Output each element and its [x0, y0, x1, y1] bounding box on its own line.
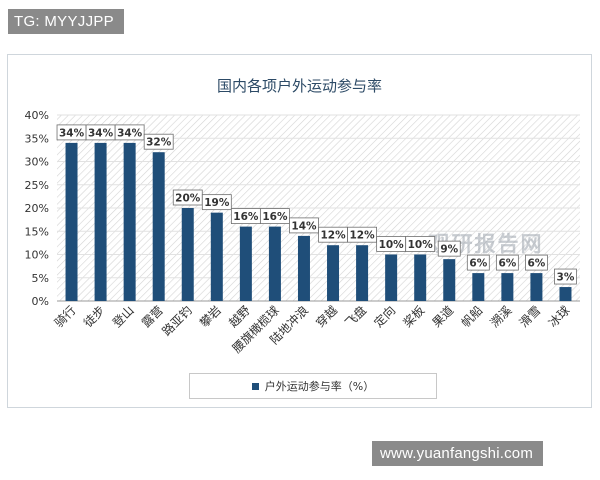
x-category-label: 徒步: [81, 303, 108, 330]
data-label: 12%: [350, 230, 376, 242]
data-label: 16%: [262, 211, 288, 223]
bar: [414, 254, 427, 301]
x-category-label: 帆船: [458, 303, 486, 331]
bar: [181, 208, 194, 301]
y-tick-label: 25%: [25, 179, 49, 192]
data-label: 16%: [233, 211, 259, 223]
chart-title: 国内各项户外运动参与率: [216, 77, 382, 95]
data-label-box: [289, 217, 319, 234]
chart-panel: 0% 5% 10% 15% 20% 25% 30% 35% 40% 观研报告网 34% 34% 34…: [7, 54, 592, 408]
bar: [94, 142, 107, 301]
data-label: 6%: [528, 258, 546, 270]
x-category-label: 攀岩: [196, 303, 224, 331]
data-label: 32%: [146, 137, 172, 149]
x-category-label: 飞盘: [342, 303, 370, 331]
x-category-label: 果道: [429, 303, 456, 330]
x-category-label: 溯溪: [487, 303, 515, 331]
y-tick-label: 15%: [25, 225, 49, 238]
bar: [443, 259, 456, 301]
y-tick-label: 0%: [32, 295, 49, 308]
data-label: 34%: [59, 127, 85, 139]
x-category-label: 登山: [109, 303, 137, 331]
bar-chart: 0%5%10%15%20%25%30%35%40% 观研报告网 34% 34% 34…: [25, 109, 580, 356]
footer-url-watermark: www.yuanfangshi.com: [372, 441, 544, 466]
bar: [152, 152, 165, 301]
x-category-label: 滑雪: [517, 303, 544, 330]
data-label: 20%: [175, 193, 201, 205]
bar: [472, 273, 485, 301]
bar: [268, 226, 281, 301]
data-label-box: [525, 254, 548, 271]
bar: [123, 142, 136, 301]
data-label-box: [347, 226, 377, 243]
data-label: 6%: [498, 258, 516, 270]
data-label-box: [114, 124, 145, 141]
bar: [501, 273, 514, 301]
bar: [239, 226, 252, 301]
bar: [530, 273, 543, 301]
data-label-box: [437, 240, 461, 257]
bar: [385, 254, 398, 301]
y-tick-label: 20%: [25, 202, 49, 215]
data-label: 10%: [408, 239, 434, 251]
data-label: 9%: [440, 244, 458, 256]
data-label-box: [201, 194, 232, 211]
y-tick-label: 30%: [25, 156, 49, 169]
x-category-label: 骑行: [52, 303, 79, 330]
x-category-label: 定向: [371, 303, 399, 331]
bar: [327, 245, 340, 301]
data-label-box: [495, 254, 519, 271]
bar: [356, 245, 369, 301]
y-tick-label: 10%: [25, 249, 49, 262]
legend-swatch: [251, 382, 259, 390]
data-label-box: [405, 236, 436, 252]
data-label: 6%: [469, 258, 487, 270]
data-label-box: [554, 268, 577, 285]
x-category-label: 路亚钓: [159, 303, 195, 339]
data-label-box: [260, 208, 290, 225]
data-label: 34%: [117, 127, 143, 139]
x-category-label: 穿越: [313, 303, 341, 331]
data-label: 10%: [379, 239, 405, 251]
y-tick-label: 5%: [32, 272, 49, 285]
bar: [65, 142, 78, 301]
x-category-label: 冰球: [546, 303, 573, 330]
data-label-box: [143, 133, 174, 150]
data-label: 12%: [320, 230, 346, 242]
overlay-tag: TG: MYYJJPP: [8, 9, 124, 34]
data-label-box: [466, 254, 490, 271]
data-label: 14%: [291, 220, 317, 232]
bar: [210, 212, 223, 301]
data-label: 19%: [204, 197, 230, 209]
bar: [297, 235, 310, 301]
data-label: 3%: [557, 272, 575, 284]
chart-legend: 户外运动参与率（%）: [189, 373, 437, 399]
legend-label: 户外运动参与率（%）: [264, 380, 375, 393]
bar: [559, 287, 572, 301]
y-tick-label: 35%: [25, 132, 49, 145]
data-label: 34%: [88, 127, 114, 139]
y-tick-label: 40%: [25, 109, 49, 122]
x-category-label: 桨板: [400, 303, 427, 330]
